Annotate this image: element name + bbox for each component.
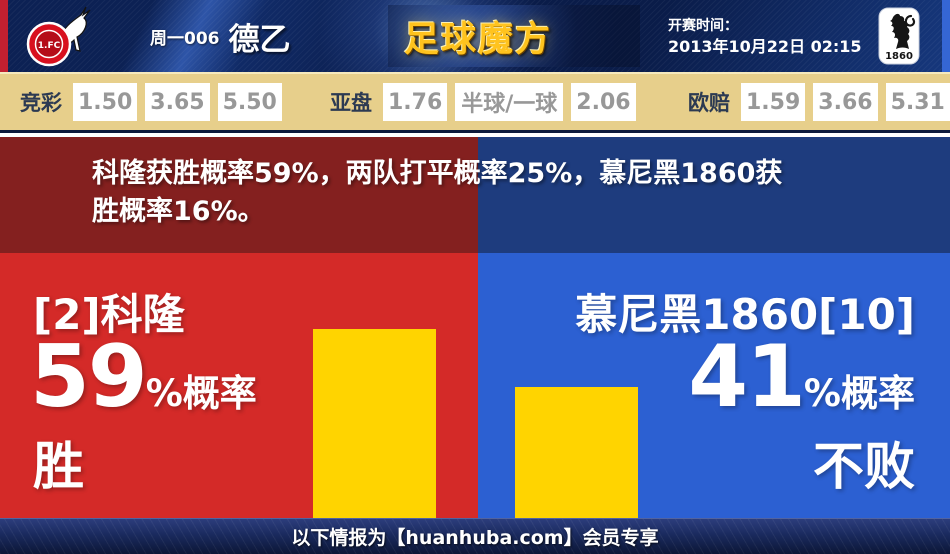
asian-handicap-group: 亚盘 1.76 半球/一球 2.06 bbox=[330, 75, 644, 129]
tsv1860-crest-year: 1860 bbox=[885, 51, 913, 62]
kickoff-time: 2013年10月22日 02:15 bbox=[668, 37, 862, 56]
koln-crest-icon: 1.FC bbox=[26, 6, 91, 67]
separator-white bbox=[0, 133, 950, 137]
match-info: 周一006 德乙 bbox=[150, 0, 291, 72]
team-panels-section: [2]科隆 59 %概率 胜 慕尼黑1860[10] 41 %概率 不败 bbox=[0, 253, 950, 518]
site-logo-plate: 足球魔方 bbox=[388, 5, 640, 67]
oupei-away-odds: 5.31 bbox=[885, 83, 950, 121]
header-right-blue-strip bbox=[942, 0, 950, 72]
home-team-name: [2]科隆 bbox=[33, 290, 185, 339]
away-team-name: 慕尼黑1860[10] bbox=[575, 290, 915, 339]
summary-blue-background bbox=[478, 137, 950, 253]
jingcai-away-odds: 5.50 bbox=[217, 83, 282, 121]
oupei-label: 欧赔 bbox=[688, 91, 730, 115]
summary-line-2: 胜概率16%。 bbox=[92, 196, 265, 227]
footer-bar: 以下情报为【huanhuba.com】会员专享 bbox=[0, 518, 950, 554]
odds-bar: 竞彩 1.50 3.65 5.50 亚盘 1.76 半球/一球 2.06 欧赔 … bbox=[0, 72, 950, 130]
yapan-home-odds: 1.76 bbox=[383, 83, 448, 121]
summary-red-background bbox=[0, 137, 478, 253]
oupei-draw-odds: 3.66 bbox=[813, 83, 878, 121]
tsv1860-crest-icon: 1860 bbox=[878, 7, 920, 65]
header: 1.FC 周一006 德乙 足球魔方 开赛时间： 2013年10月22日 02:… bbox=[0, 0, 950, 72]
away-probability: 41 %概率 bbox=[688, 334, 915, 420]
jingcai-odds-group: 竞彩 1.50 3.65 5.50 bbox=[20, 75, 290, 129]
yapan-handicap-line: 半球/一球 bbox=[455, 83, 564, 121]
oupei-home-odds: 1.59 bbox=[741, 83, 806, 121]
away-probability-suffix: %概率 bbox=[803, 372, 915, 415]
home-probability-suffix: %概率 bbox=[145, 372, 257, 415]
site-logo-text: 足球魔方 bbox=[404, 19, 553, 60]
home-probability-value: 59 bbox=[30, 327, 148, 427]
kickoff-label: 开赛时间： bbox=[668, 18, 738, 34]
summary-line-1: 科隆获胜概率59%，两队打平概率25%，慕尼黑1860获 bbox=[92, 158, 783, 189]
yapan-label: 亚盘 bbox=[330, 91, 372, 115]
home-probability-bar bbox=[313, 329, 436, 518]
away-probability-value: 41 bbox=[688, 327, 806, 427]
header-left-red-strip bbox=[0, 0, 8, 72]
probability-summary-text: 科隆获胜概率59%，两队打平概率25%，慕尼黑1860获 胜概率16%。 bbox=[92, 155, 912, 231]
member-notice-text: 以下情报为【huanhuba.com】会员专享 bbox=[291, 527, 659, 549]
away-outcome-label: 不败 bbox=[812, 438, 915, 497]
kickoff-time-block: 开赛时间： 2013年10月22日 02:15 bbox=[668, 17, 862, 57]
match-number-label: 周一006 bbox=[150, 28, 220, 49]
home-outcome-label: 胜 bbox=[33, 438, 85, 497]
probability-summary-section: 科隆获胜概率59%，两队打平概率25%，慕尼黑1860获 胜概率16%。 bbox=[0, 137, 950, 253]
jingcai-label: 竞彩 bbox=[20, 91, 62, 115]
euro-odds-group: 欧赔 1.59 3.66 5.31 bbox=[688, 75, 950, 129]
separator-navy bbox=[0, 130, 950, 133]
jingcai-home-odds: 1.50 bbox=[73, 83, 138, 121]
yapan-away-odds: 2.06 bbox=[571, 83, 636, 121]
away-probability-bar bbox=[515, 387, 638, 518]
league-name: 德乙 bbox=[228, 21, 291, 58]
koln-crest-text: 1.FC bbox=[38, 41, 61, 51]
home-probability: 59 %概率 bbox=[30, 334, 257, 420]
jingcai-draw-odds: 3.65 bbox=[145, 83, 210, 121]
